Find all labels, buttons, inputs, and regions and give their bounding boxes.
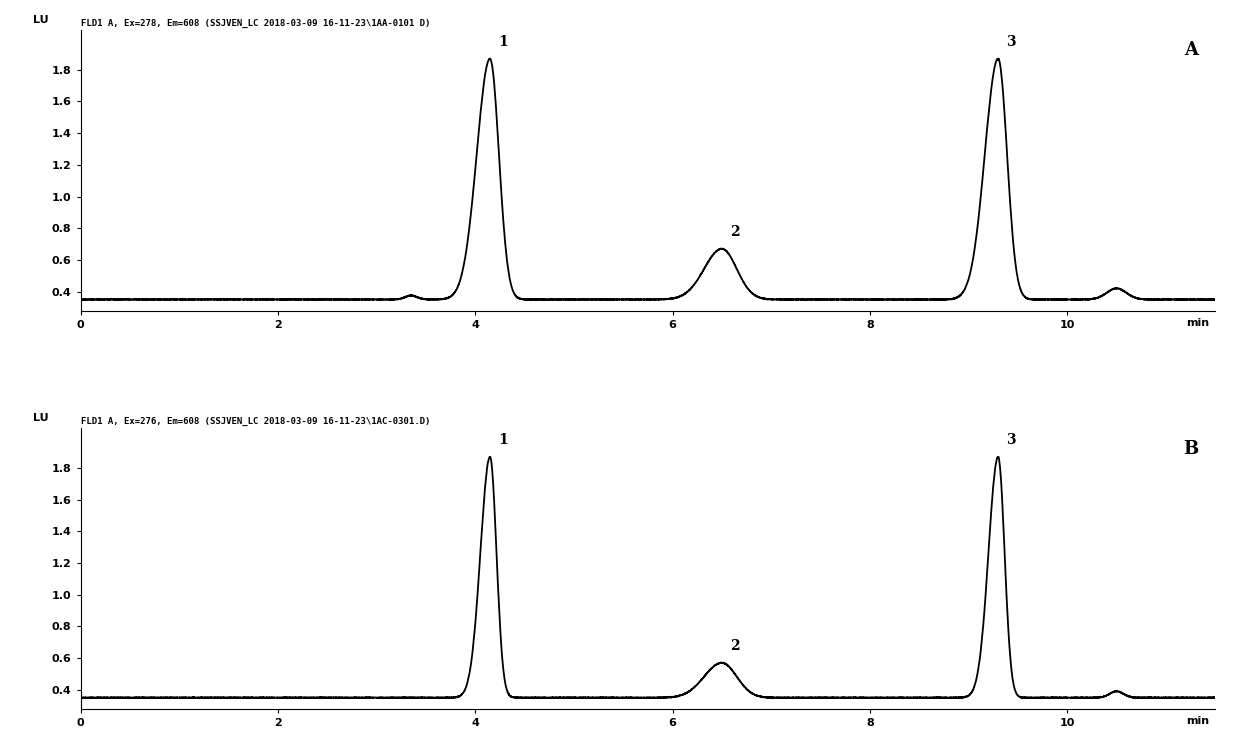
Text: FLD1 A, Ex=278, Em=608 (SSJVEN_LC 2018-03-09 16-11-23\1AA-0101 D): FLD1 A, Ex=278, Em=608 (SSJVEN_LC 2018-0…: [81, 19, 430, 28]
Y-axis label: LU: LU: [33, 412, 48, 423]
Y-axis label: LU: LU: [33, 14, 48, 25]
Text: 2: 2: [730, 225, 739, 239]
Text: min: min: [1187, 716, 1209, 726]
Text: 3: 3: [1006, 35, 1016, 49]
Text: 3: 3: [1006, 434, 1016, 447]
Text: 1: 1: [498, 434, 507, 447]
Text: min: min: [1187, 317, 1209, 328]
Text: 1: 1: [498, 35, 507, 49]
Text: 2: 2: [730, 639, 739, 653]
Text: FLD1 A, Ex=276, Em=608 (SSJVEN_LC 2018-03-09 16-11-23\1AC-0301.D): FLD1 A, Ex=276, Em=608 (SSJVEN_LC 2018-0…: [81, 417, 430, 426]
Text: B: B: [1183, 440, 1198, 458]
Text: A: A: [1184, 41, 1198, 60]
